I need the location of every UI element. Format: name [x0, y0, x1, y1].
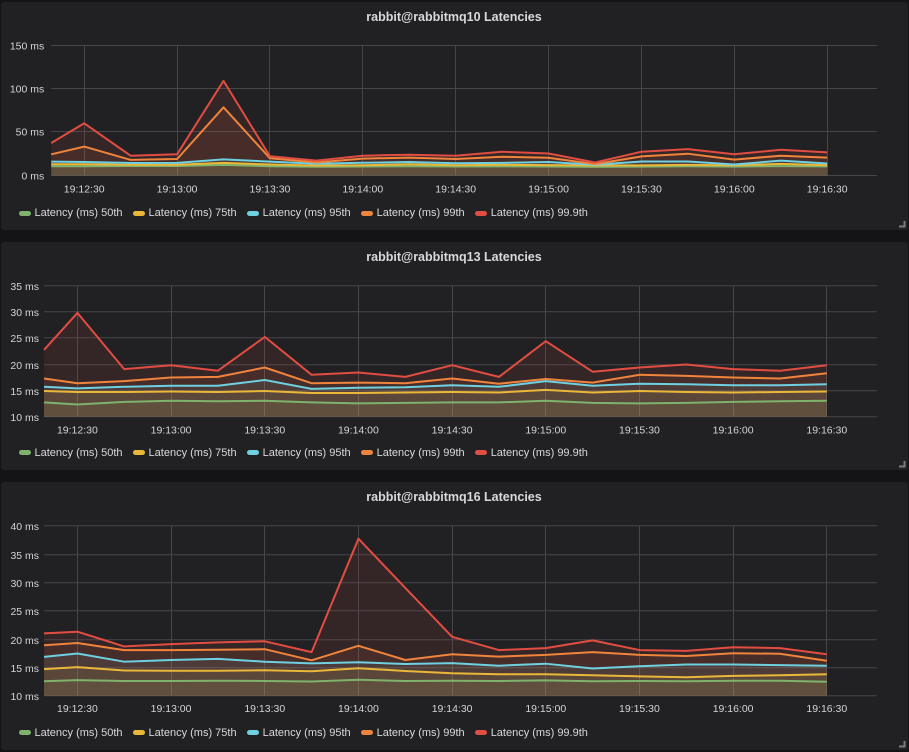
svg-text:25 ms: 25 ms — [10, 333, 39, 345]
svg-text:19:12:30: 19:12:30 — [64, 184, 105, 195]
svg-text:19:14:30: 19:14:30 — [435, 184, 476, 195]
svg-text:10 ms: 10 ms — [10, 692, 39, 703]
svg-text:19:15:30: 19:15:30 — [619, 424, 660, 436]
svg-text:19:15:00: 19:15:00 — [525, 704, 566, 715]
svg-text:30 ms: 30 ms — [10, 579, 39, 590]
svg-text:19:16:30: 19:16:30 — [807, 184, 848, 195]
svg-text:19:16:00: 19:16:00 — [714, 184, 755, 195]
svg-text:35 ms: 35 ms — [10, 551, 39, 562]
svg-text:15 ms: 15 ms — [10, 386, 39, 398]
svg-text:19:13:30: 19:13:30 — [244, 424, 285, 436]
svg-text:19:16:00: 19:16:00 — [713, 424, 754, 436]
svg-text:100 ms: 100 ms — [10, 85, 44, 96]
svg-text:19:15:00: 19:15:00 — [525, 424, 566, 436]
svg-text:19:14:30: 19:14:30 — [432, 424, 473, 436]
svg-text:19:16:30: 19:16:30 — [806, 704, 847, 715]
svg-text:19:13:30: 19:13:30 — [250, 184, 291, 195]
svg-text:19:13:00: 19:13:00 — [151, 704, 192, 715]
svg-text:19:14:00: 19:14:00 — [338, 424, 379, 436]
svg-text:19:14:30: 19:14:30 — [432, 704, 473, 715]
svg-text:19:16:30: 19:16:30 — [806, 424, 847, 436]
svg-text:19:12:30: 19:12:30 — [57, 704, 98, 715]
svg-text:19:15:30: 19:15:30 — [621, 184, 662, 195]
svg-text:19:14:00: 19:14:00 — [338, 704, 379, 715]
svg-text:50 ms: 50 ms — [16, 128, 45, 139]
svg-text:30 ms: 30 ms — [10, 307, 39, 319]
svg-text:19:15:30: 19:15:30 — [619, 704, 660, 715]
svg-text:15 ms: 15 ms — [10, 664, 39, 675]
svg-text:25 ms: 25 ms — [10, 607, 39, 618]
svg-text:19:14:00: 19:14:00 — [342, 184, 383, 195]
svg-text:10 ms: 10 ms — [10, 412, 39, 424]
svg-text:20 ms: 20 ms — [10, 360, 39, 372]
svg-text:35 ms: 35 ms — [10, 281, 39, 293]
svg-text:40 ms: 40 ms — [10, 522, 39, 533]
svg-text:0 ms: 0 ms — [21, 172, 44, 183]
svg-text:150 ms: 150 ms — [10, 42, 44, 53]
svg-text:20 ms: 20 ms — [10, 636, 39, 647]
svg-text:19:15:00: 19:15:00 — [528, 184, 569, 195]
svg-text:19:13:30: 19:13:30 — [244, 704, 285, 715]
svg-text:19:12:30: 19:12:30 — [57, 424, 98, 436]
svg-text:19:13:00: 19:13:00 — [151, 424, 192, 436]
svg-text:19:13:00: 19:13:00 — [157, 184, 198, 195]
svg-text:19:16:00: 19:16:00 — [713, 704, 754, 715]
